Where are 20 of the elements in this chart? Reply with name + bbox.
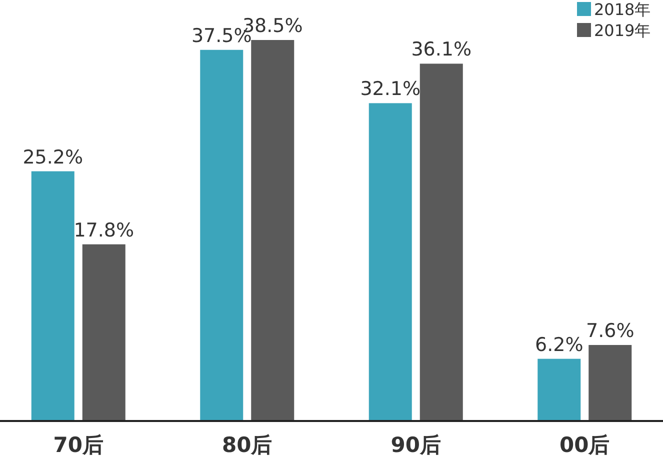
bar xyxy=(420,64,463,420)
bar xyxy=(200,50,244,420)
bar xyxy=(82,244,126,420)
data-label: 36.1% xyxy=(411,38,472,61)
x-tick-label: 80后 xyxy=(222,433,272,457)
bar xyxy=(538,358,581,420)
data-label: 17.8% xyxy=(74,219,134,242)
data-label: 32.1% xyxy=(360,78,421,100)
legend-label: 2019年 xyxy=(594,21,651,40)
x-tick-label: 00后 xyxy=(560,433,610,457)
legend-label: 2018年 xyxy=(594,0,651,19)
x-tick-label: 90后 xyxy=(390,433,441,457)
bar xyxy=(368,103,412,420)
x-tick-label: 70后 xyxy=(53,433,104,457)
data-label: 25.2% xyxy=(22,146,84,168)
bar xyxy=(31,171,74,420)
data-label: 6.2% xyxy=(534,334,584,356)
bar xyxy=(251,40,294,420)
data-label: 7.6% xyxy=(586,320,634,342)
bar xyxy=(588,344,632,420)
